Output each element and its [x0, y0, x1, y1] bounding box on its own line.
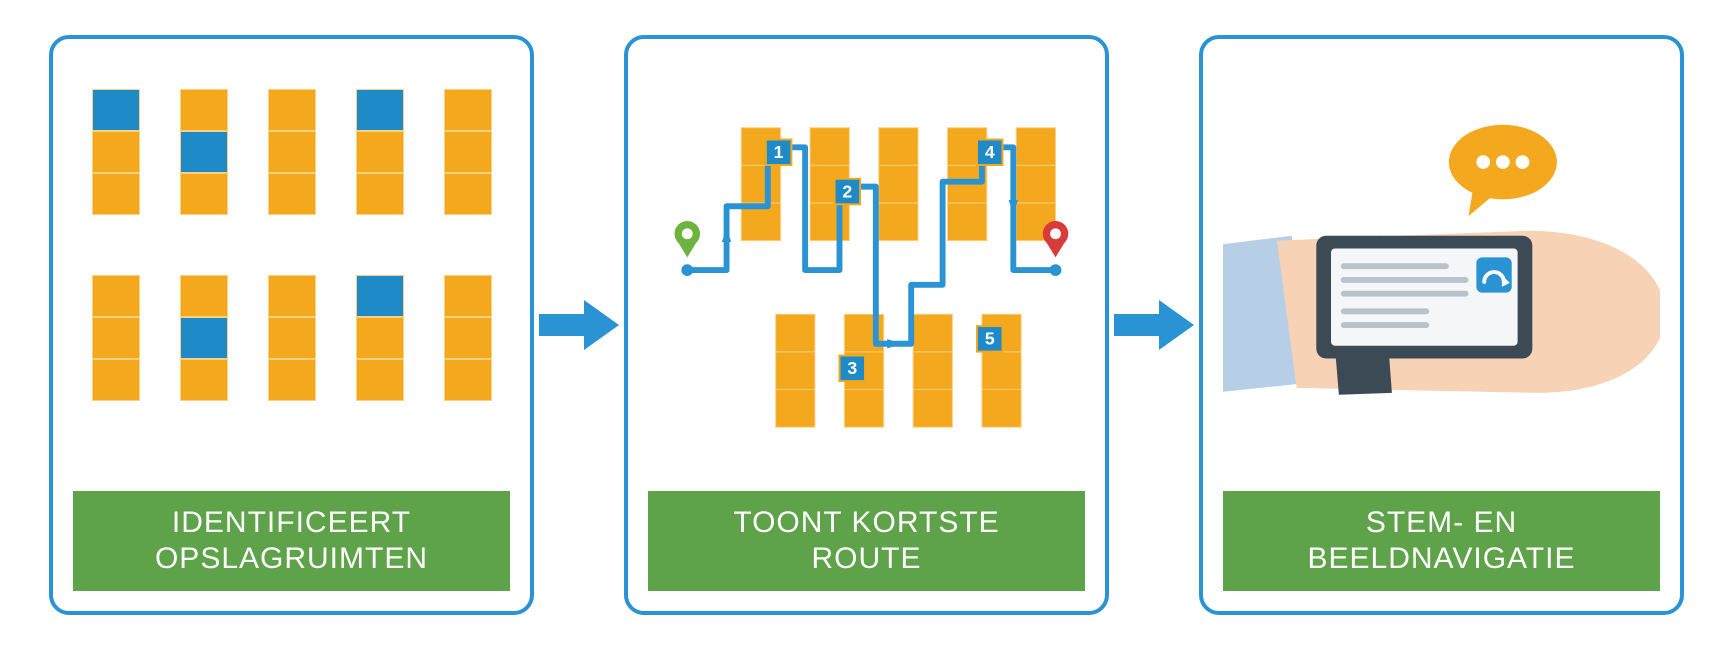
- caption-line2: BEELDNAVIGATIE: [1308, 542, 1576, 575]
- caption-line1: STEM- EN: [1366, 506, 1517, 539]
- shelf: [180, 89, 228, 215]
- wrist-illustration: [1223, 59, 1660, 491]
- svg-text:1: 1: [774, 142, 784, 162]
- shelf: [180, 275, 228, 401]
- shelf: [356, 275, 404, 401]
- panel-wrist: STEM- EN BEELDNAVIGATIE: [1199, 35, 1684, 615]
- caption-line2: ROUTE: [812, 542, 922, 575]
- caption-route: TOONT KORTSTE ROUTE: [648, 491, 1085, 591]
- shelf: [92, 89, 140, 215]
- shelf: [444, 89, 492, 215]
- svg-text:4: 4: [985, 142, 995, 162]
- svg-text:3: 3: [847, 358, 857, 378]
- shelf: [92, 275, 140, 401]
- caption-storage: IDENTIFICEERT OPSLAGRUIMTEN: [73, 491, 510, 591]
- caption-line1: TOONT KORTSTE: [733, 506, 999, 539]
- svg-text:5: 5: [985, 329, 995, 349]
- arrow-icon: [1114, 300, 1194, 350]
- shelf: [356, 89, 404, 215]
- panel-route: 1 2 3 4 5 TOONT KORTSTE ROUTE: [624, 35, 1109, 615]
- caption-line2: OPSLAGRUIMTEN: [155, 542, 428, 575]
- route-map: 1 2 3 4 5: [648, 59, 1085, 491]
- wrist-svg: [1223, 59, 1660, 491]
- shelf: [268, 89, 316, 215]
- caption-line1: IDENTIFICEERT: [172, 506, 411, 539]
- arrow-icon: [539, 300, 619, 350]
- svg-text:2: 2: [842, 181, 852, 201]
- caption-wrist: STEM- EN BEELDNAVIGATIE: [1223, 491, 1660, 591]
- shelf: [268, 275, 316, 401]
- panel-storage: IDENTIFICEERT OPSLAGRUIMTEN: [49, 35, 534, 615]
- route-svg: 1 2 3 4 5: [648, 59, 1085, 491]
- storage-grid: [73, 59, 510, 491]
- arrow-2: [1109, 300, 1199, 350]
- arrow-1: [534, 300, 624, 350]
- shelf: [444, 275, 492, 401]
